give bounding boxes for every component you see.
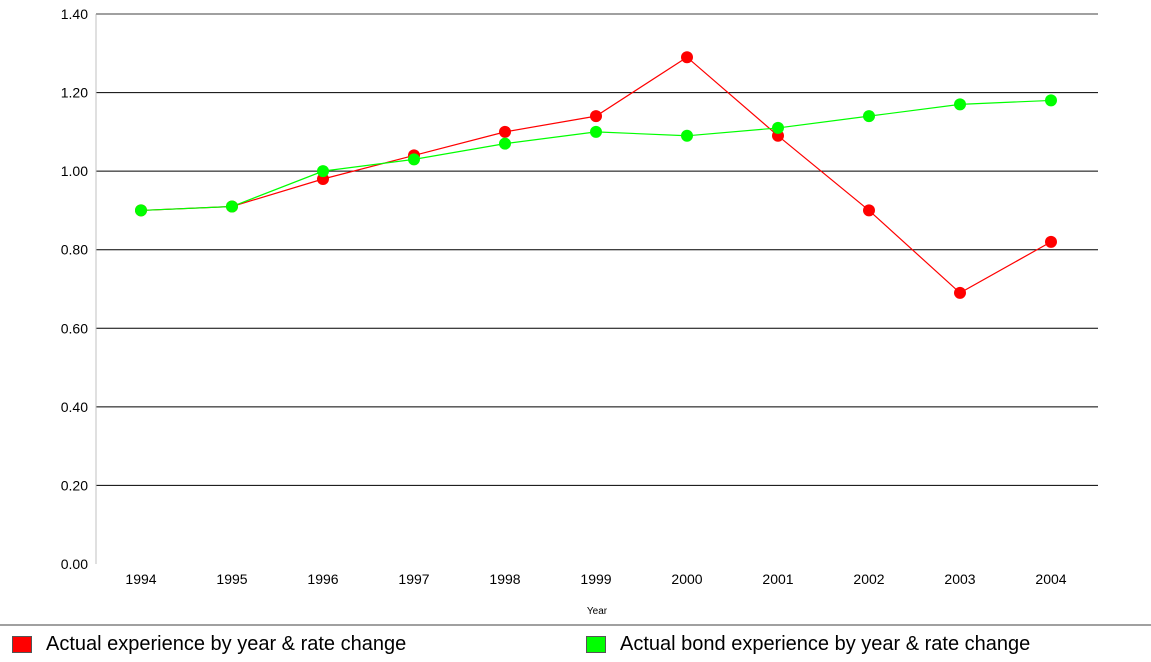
legend-swatch-series-2	[586, 635, 606, 653]
x-tick-label: 2002	[853, 571, 884, 587]
y-tick-labels: 0.00 0.20 0.40 0.60 0.80 1.00 1.20 1.40	[61, 6, 88, 572]
series-1-point	[863, 204, 875, 217]
legend-swatch-series-1	[12, 635, 32, 653]
y-tick-label: 1.40	[61, 6, 88, 22]
series-1-point	[681, 51, 693, 64]
series-2-point	[135, 204, 147, 217]
series-2-point	[863, 110, 875, 123]
gridlines	[96, 92, 1098, 486]
x-tick-label: 2003	[944, 571, 975, 587]
x-tick-label: 1996	[307, 571, 338, 587]
y-tick-label: 0.40	[61, 399, 88, 415]
series-2-point	[499, 137, 511, 150]
series-1-point	[590, 110, 602, 123]
x-tick-label: 1997	[398, 571, 429, 587]
x-tick-label: 1994	[125, 571, 156, 587]
legend: Actual experience by year & rate change …	[0, 624, 1151, 662]
x-axis-label: Year	[587, 606, 608, 617]
y-tick-label: 0.00	[61, 556, 88, 572]
series-1-point	[954, 286, 966, 299]
series-1-point	[1045, 235, 1057, 248]
legend-label-series-1: Actual experience by year & rate change	[46, 632, 407, 655]
x-tick-label: 2000	[671, 571, 702, 587]
legend-divider	[0, 624, 1151, 626]
series-2-point	[772, 121, 784, 134]
x-tick-labels: 1994 1995 1996 1997 1998 1999 2000 2001 2002 2003…	[125, 571, 1066, 587]
x-tick-label: 2004	[1035, 571, 1066, 587]
x-tick-label: 1995	[216, 571, 247, 587]
legend-label-series-2: Actual bond experience by year & rate ch…	[620, 632, 1031, 655]
y-tick-label: 0.80	[61, 242, 88, 258]
x-tick-label: 1999	[580, 571, 611, 587]
y-tick-label: 0.20	[61, 477, 88, 493]
series-2-point	[226, 200, 238, 213]
x-tick-label: 1998	[489, 571, 520, 587]
series-2-point	[317, 165, 329, 178]
legend-item-series-1: Actual experience by year & rate change	[12, 632, 406, 656]
series-2-point	[954, 98, 966, 111]
series-1-point	[499, 125, 511, 138]
series-points	[135, 51, 1057, 299]
legend-item-series-2: Actual bond experience by year & rate ch…	[586, 632, 1030, 656]
series-2-point	[1045, 94, 1057, 107]
y-tick-label: 1.00	[61, 163, 88, 179]
x-tick-label: 2001	[762, 571, 793, 587]
line-chart: 0.000.200.400.600.801.001.201.40 1994 199…	[61, 6, 1098, 617]
y-tick-label: 0.60	[61, 320, 88, 336]
series-2-point	[408, 153, 420, 166]
y-tick-label: 1.20	[61, 85, 88, 101]
series-2-point	[681, 129, 693, 142]
series-2-point	[590, 125, 602, 138]
axes	[95, 13, 1098, 564]
